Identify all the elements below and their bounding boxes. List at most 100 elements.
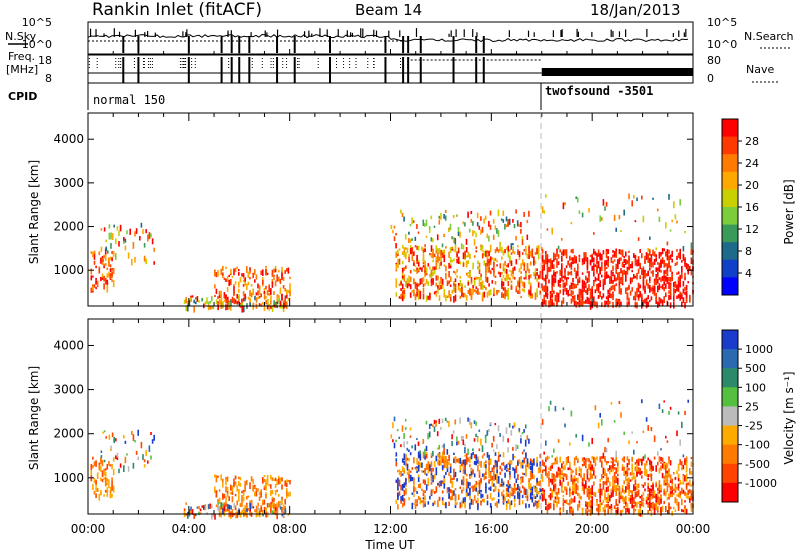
heatmap-cell bbox=[537, 481, 540, 486]
heatmap-cell bbox=[570, 492, 573, 495]
heatmap-cell bbox=[414, 466, 417, 470]
heatmap-cell bbox=[449, 223, 452, 231]
heatmap-cell bbox=[596, 265, 598, 273]
heatmap-cell bbox=[488, 464, 490, 472]
heatmap-cell bbox=[257, 296, 259, 300]
heatmap-cell bbox=[465, 453, 468, 461]
heatmap-cell bbox=[518, 252, 521, 257]
heatmap-cell bbox=[677, 276, 680, 282]
heatmap-cell bbox=[604, 481, 606, 485]
heatmap-cell bbox=[449, 294, 452, 302]
heatmap-cell bbox=[90, 464, 93, 470]
heatmap-cell bbox=[682, 475, 685, 481]
heatmap-cell bbox=[604, 262, 606, 267]
heatmap-cell bbox=[665, 474, 667, 480]
heatmap-cell bbox=[641, 302, 643, 309]
heatmap-cell bbox=[413, 251, 415, 256]
colorbar-tick-label: 24 bbox=[745, 157, 759, 170]
heatmap-cell bbox=[111, 432, 114, 438]
heatmap-cell bbox=[444, 417, 447, 421]
heatmap-cell bbox=[618, 492, 621, 500]
heatmap-cell bbox=[478, 277, 481, 283]
heatmap-cell bbox=[665, 292, 667, 295]
heatmap-cell bbox=[400, 499, 402, 504]
heatmap-cell bbox=[409, 427, 412, 431]
heatmap-cell bbox=[260, 293, 262, 298]
heatmap-cell bbox=[446, 420, 449, 423]
heatmap-cell bbox=[271, 269, 274, 276]
heatmap-cell bbox=[518, 254, 521, 260]
heatmap-cell bbox=[190, 297, 192, 302]
heatmap-cell bbox=[284, 499, 286, 505]
heatmap-cell bbox=[625, 271, 627, 278]
heatmap-cell bbox=[247, 281, 250, 286]
x-tick-label: 00:00 bbox=[71, 522, 106, 536]
heatmap-cell bbox=[605, 461, 608, 464]
heatmap-cell bbox=[469, 473, 471, 476]
heatmap-cell bbox=[599, 215, 601, 222]
heatmap-cell bbox=[430, 423, 433, 426]
heatmap-cell bbox=[572, 498, 574, 503]
heatmap-cell bbox=[222, 478, 224, 483]
heatmap-cell bbox=[549, 302, 552, 307]
heatmap-cell bbox=[461, 462, 463, 467]
heatmap-cell bbox=[505, 427, 508, 434]
heatmap-cell bbox=[485, 277, 487, 282]
heatmap-cell bbox=[502, 219, 505, 223]
heatmap-cell bbox=[655, 483, 657, 487]
heatmap-cell bbox=[419, 453, 422, 461]
heatmap-cell bbox=[615, 277, 617, 282]
heatmap-cell bbox=[230, 278, 232, 286]
heatmap-cell bbox=[243, 297, 245, 302]
heatmap-cell bbox=[278, 502, 280, 508]
heatmap-cell bbox=[684, 286, 686, 291]
heatmap-cell bbox=[453, 249, 455, 252]
heatmap-cell bbox=[262, 500, 264, 503]
heatmap-cell bbox=[556, 494, 558, 498]
heatmap-cell bbox=[583, 457, 585, 460]
heatmap-cell bbox=[459, 486, 462, 489]
heatmap-cell bbox=[139, 236, 141, 241]
heatmap-cell bbox=[652, 262, 654, 268]
heatmap-cell bbox=[521, 432, 524, 435]
heatmap-cell bbox=[548, 279, 550, 284]
heatmap-cell bbox=[613, 485, 616, 492]
heatmap-cell bbox=[507, 462, 510, 465]
heatmap-cell bbox=[533, 502, 535, 507]
heatmap-cell bbox=[225, 486, 227, 493]
heatmap-cell bbox=[220, 301, 222, 309]
heatmap-cell bbox=[424, 479, 426, 485]
heatmap-cell bbox=[250, 476, 253, 482]
heatmap-cell bbox=[548, 259, 550, 263]
heatmap-cell bbox=[494, 225, 497, 230]
heatmap-cell bbox=[502, 287, 505, 291]
heatmap-cell bbox=[578, 472, 581, 477]
heatmap-cell bbox=[569, 442, 571, 446]
heatmap-cell bbox=[425, 295, 428, 302]
heatmap-cell bbox=[107, 250, 109, 254]
heatmap-cell bbox=[395, 252, 398, 258]
heatmap-cell bbox=[111, 463, 113, 470]
heatmap-cell bbox=[236, 512, 239, 519]
heatmap-cell bbox=[615, 510, 617, 513]
heatmap-cell bbox=[674, 509, 677, 512]
heatmap-cell bbox=[615, 493, 617, 496]
heatmap-cell bbox=[422, 219, 425, 227]
heatmap-cell bbox=[239, 502, 242, 508]
heatmap-cell bbox=[481, 498, 484, 502]
heatmap-cell bbox=[437, 256, 439, 263]
heatmap-cell bbox=[214, 294, 216, 297]
heatmap-cell bbox=[642, 281, 645, 289]
heatmap-cell bbox=[649, 492, 651, 497]
heatmap-cell bbox=[554, 483, 557, 491]
heatmap-cell bbox=[615, 476, 617, 484]
heatmap-cell bbox=[275, 507, 277, 512]
heatmap-cell bbox=[528, 244, 530, 248]
heatmap-cell bbox=[528, 254, 530, 259]
heatmap-cell bbox=[628, 297, 630, 303]
heatmap-cell bbox=[644, 269, 646, 274]
heatmap-cell bbox=[543, 493, 545, 501]
heatmap-cell bbox=[626, 287, 629, 291]
heatmap-cell bbox=[414, 499, 417, 504]
